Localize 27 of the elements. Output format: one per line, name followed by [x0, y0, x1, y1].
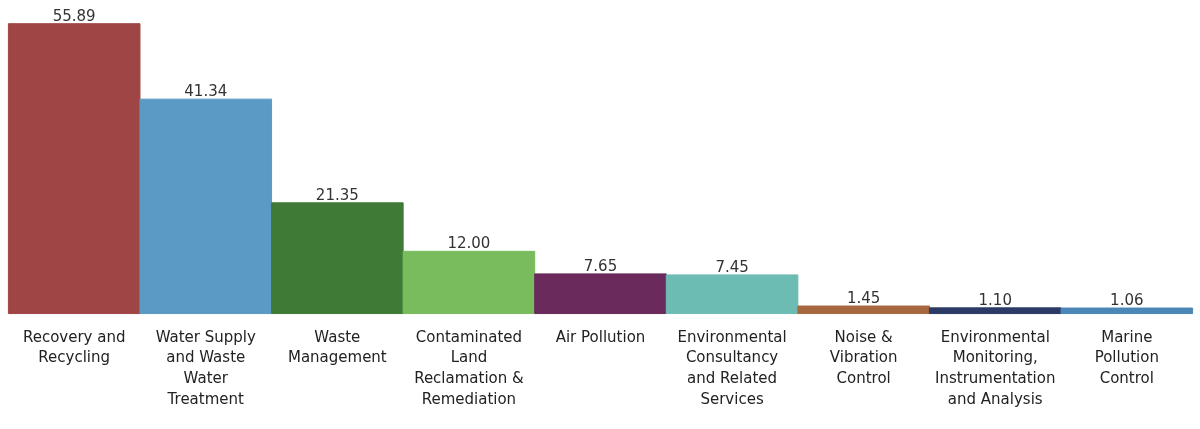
data-label: 55.89 [52, 6, 96, 25]
data-label: 7.65 [583, 256, 618, 275]
data-label: 7.45 [715, 257, 749, 276]
bar [665, 274, 799, 315]
bar [534, 273, 667, 315]
x-tick-label: Water Supply and Waste Water Treatment [155, 327, 256, 408]
bar [928, 307, 1062, 315]
x-tick-label: Environmental Consultancy and Related Services [677, 327, 787, 408]
bar [797, 305, 930, 315]
data-label: 1.10 [978, 290, 1012, 309]
data-label: 21.35 [315, 185, 359, 204]
x-tick-label: Recovery and Recycling [22, 327, 126, 367]
data-label: 1.45 [846, 289, 881, 308]
x-tick-label: Noise & Vibration Control [829, 327, 898, 387]
x-tick-label: Contaminated Land Reclamation & Remediation [414, 327, 525, 408]
x-tick-label: Air Pollution [555, 327, 646, 346]
data-label: 1.06 [1110, 291, 1144, 310]
bar [7, 23, 141, 315]
x-tick-label: Marine Pollution Control [1094, 327, 1159, 387]
data-label: 12.00 [447, 234, 491, 253]
x-tick-label: Waste Management [287, 327, 387, 367]
bar [1060, 307, 1194, 315]
x-tick-label: Environmental Monitoring, Instrumentation and Analysis [935, 327, 1056, 408]
data-label: 41.34 [184, 82, 228, 101]
bar [402, 250, 536, 315]
bar [139, 98, 273, 315]
bar [271, 202, 404, 315]
